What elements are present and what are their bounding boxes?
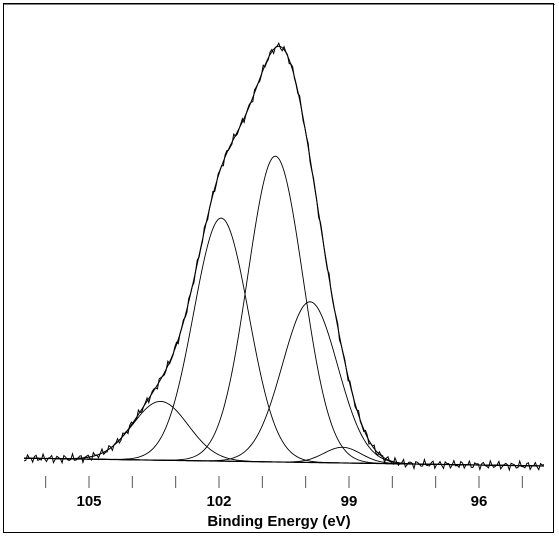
component-peak-1 xyxy=(23,400,545,467)
labels-layer: 105 102 99 96 xyxy=(76,493,487,510)
component-peak-4 xyxy=(23,301,545,467)
x-tick-label: 102 xyxy=(206,493,231,510)
fit-envelope-line xyxy=(23,45,545,467)
x-tick-label: 105 xyxy=(76,493,101,510)
chart-frame: 105 102 99 96 Binding Energy (eV) xyxy=(3,3,555,533)
x-tick-label: 96 xyxy=(471,493,488,510)
raw-spectrum-line xyxy=(23,42,545,472)
component-peak-2 xyxy=(23,217,545,467)
ticks-layer xyxy=(45,476,523,488)
curves-layer xyxy=(23,42,545,472)
x-axis-title: Binding Energy (eV) xyxy=(207,513,350,530)
x-tick-label: 99 xyxy=(341,493,358,510)
xps-chart: 105 102 99 96 Binding Energy (eV) xyxy=(4,4,555,530)
component-peak-3 xyxy=(23,155,545,467)
